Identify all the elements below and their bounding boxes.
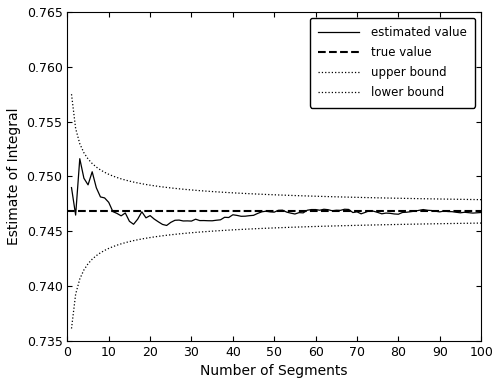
estimated value	[288, 211, 294, 216]
upper bound	[68, 92, 74, 97]
lower bound	[68, 326, 74, 331]
Line: upper bound: upper bound	[72, 94, 481, 200]
upper bound	[164, 185, 170, 190]
upper bound	[280, 193, 285, 198]
Y-axis label: Estimate of Integral: Estimate of Integral	[7, 107, 21, 245]
true value	[64, 209, 70, 214]
estimated value	[321, 207, 327, 212]
estimated value	[164, 223, 170, 228]
estimated value	[454, 210, 460, 214]
lower bound	[312, 224, 318, 229]
upper bound	[458, 197, 464, 202]
estimated value	[478, 210, 484, 215]
upper bound	[445, 197, 451, 201]
lower bound	[147, 235, 153, 240]
lower bound	[458, 221, 464, 226]
estimated value	[172, 218, 178, 223]
Line: lower bound: lower bound	[72, 223, 481, 328]
estimated value	[77, 156, 83, 161]
X-axis label: Number of Segments: Number of Segments	[200, 364, 348, 378]
lower bound	[280, 225, 285, 230]
upper bound	[312, 194, 318, 199]
lower bound	[445, 221, 451, 226]
true value	[68, 209, 74, 214]
lower bound	[164, 233, 170, 238]
Line: estimated value: estimated value	[72, 159, 481, 226]
estimated value	[152, 217, 158, 221]
Legend: estimated value, true value, upper bound, lower bound: estimated value, true value, upper bound…	[310, 18, 475, 108]
lower bound	[478, 221, 484, 225]
estimated value	[466, 210, 471, 215]
upper bound	[478, 198, 484, 202]
upper bound	[147, 183, 153, 187]
estimated value	[68, 185, 74, 190]
